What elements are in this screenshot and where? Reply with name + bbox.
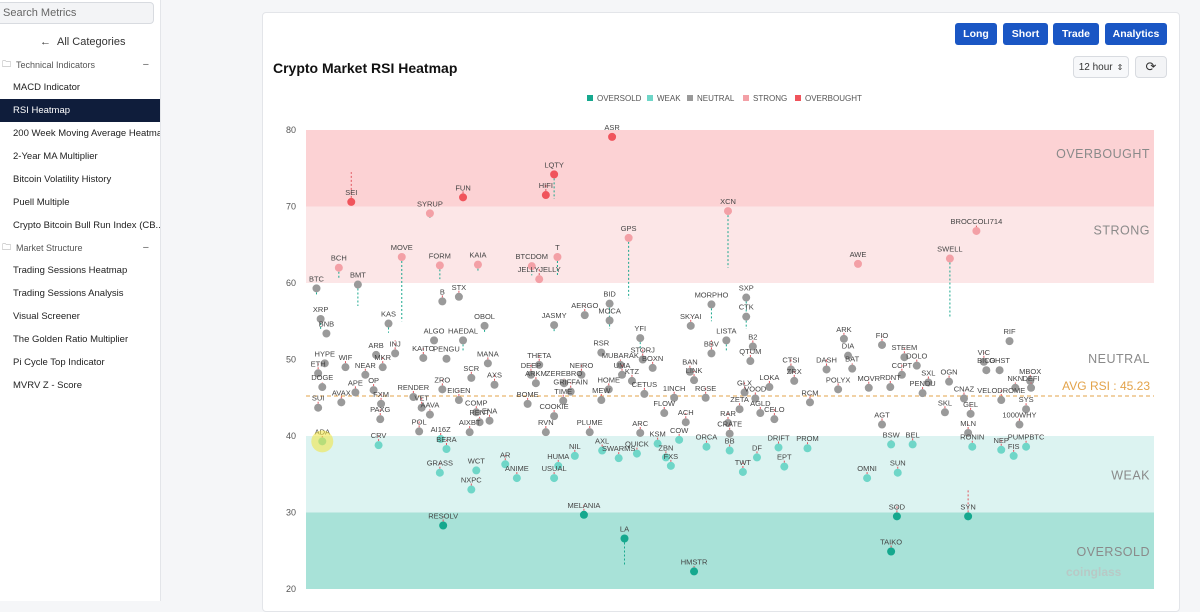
updown-chevron-icon: ⇕: [1116, 62, 1124, 72]
sidebar-item-200-week-moving-average-heatmap[interactable]: 200 Week Moving Average Heatmap: [13, 128, 161, 139]
sidebar-item-mvrv-z-score[interactable]: MVRV Z - Score: [13, 380, 82, 391]
arrow-left-icon: ←: [40, 36, 51, 48]
collapse-icon[interactable]: −: [142, 59, 149, 71]
chart-title: Crypto Market RSI Heatmap: [273, 60, 458, 76]
category-market-structure[interactable]: 🗀 Market Structure −: [0, 239, 160, 257]
long-button[interactable]: Long: [955, 23, 997, 45]
chart-panel: [262, 12, 1180, 612]
collapse-icon[interactable]: −: [142, 242, 149, 254]
analytics-button[interactable]: Analytics: [1105, 23, 1167, 45]
sidebar-item-pi-cycle-top-indicator[interactable]: Pi Cycle Top Indicator: [13, 357, 105, 368]
sidebar-item-bitcoin-volatility-history[interactable]: Bitcoin Volatility History: [13, 174, 112, 185]
interval-select[interactable]: 12 hour ⇕: [1073, 56, 1129, 78]
sidebar-item-trading-sessions-analysis[interactable]: Trading Sessions Analysis: [13, 288, 124, 299]
short-button[interactable]: Short: [1003, 23, 1048, 45]
sidebar-item-macd-indicator[interactable]: MACD Indicator: [13, 82, 81, 93]
back-to-categories-link[interactable]: ← All Categories: [40, 36, 125, 48]
sidebar: Search Metrics ← All Categories 🗀 Technic…: [0, 0, 161, 601]
refresh-button[interactable]: ⟳: [1135, 56, 1167, 78]
folder-icon: 🗀: [2, 59, 12, 69]
category-label: Market Structure: [16, 243, 83, 253]
sidebar-item-rsi-heatmap[interactable]: RSI Heatmap: [0, 99, 160, 122]
sidebar-item-puell-multiple[interactable]: Puell Multiple: [13, 197, 70, 208]
sidebar-item-visual-screener[interactable]: Visual Screener: [13, 311, 80, 322]
sidebar-item-trading-sessions-heatmap[interactable]: Trading Sessions Heatmap: [13, 265, 128, 276]
category-label: Technical Indicators: [16, 60, 96, 70]
sidebar-item-2-year-ma-multiplier[interactable]: 2-Year MA Multiplier: [13, 151, 98, 162]
search-input[interactable]: Search Metrics: [0, 2, 154, 24]
refresh-icon: ⟳: [1145, 59, 1157, 74]
interval-value: 12 hour: [1078, 61, 1113, 73]
sidebar-item-crypto-bitcoin-bull-run-index-cb[interactable]: Crypto Bitcoin Bull Run Index (CB...: [13, 220, 161, 231]
category-technical-indicators[interactable]: 🗀 Technical Indicators −: [0, 56, 160, 74]
folder-icon: 🗀: [2, 242, 12, 252]
sidebar-item-the-golden-ratio-multiplier[interactable]: The Golden Ratio Multiplier: [13, 334, 129, 345]
back-label: All Categories: [57, 36, 126, 48]
trade-button[interactable]: Trade: [1053, 23, 1099, 45]
